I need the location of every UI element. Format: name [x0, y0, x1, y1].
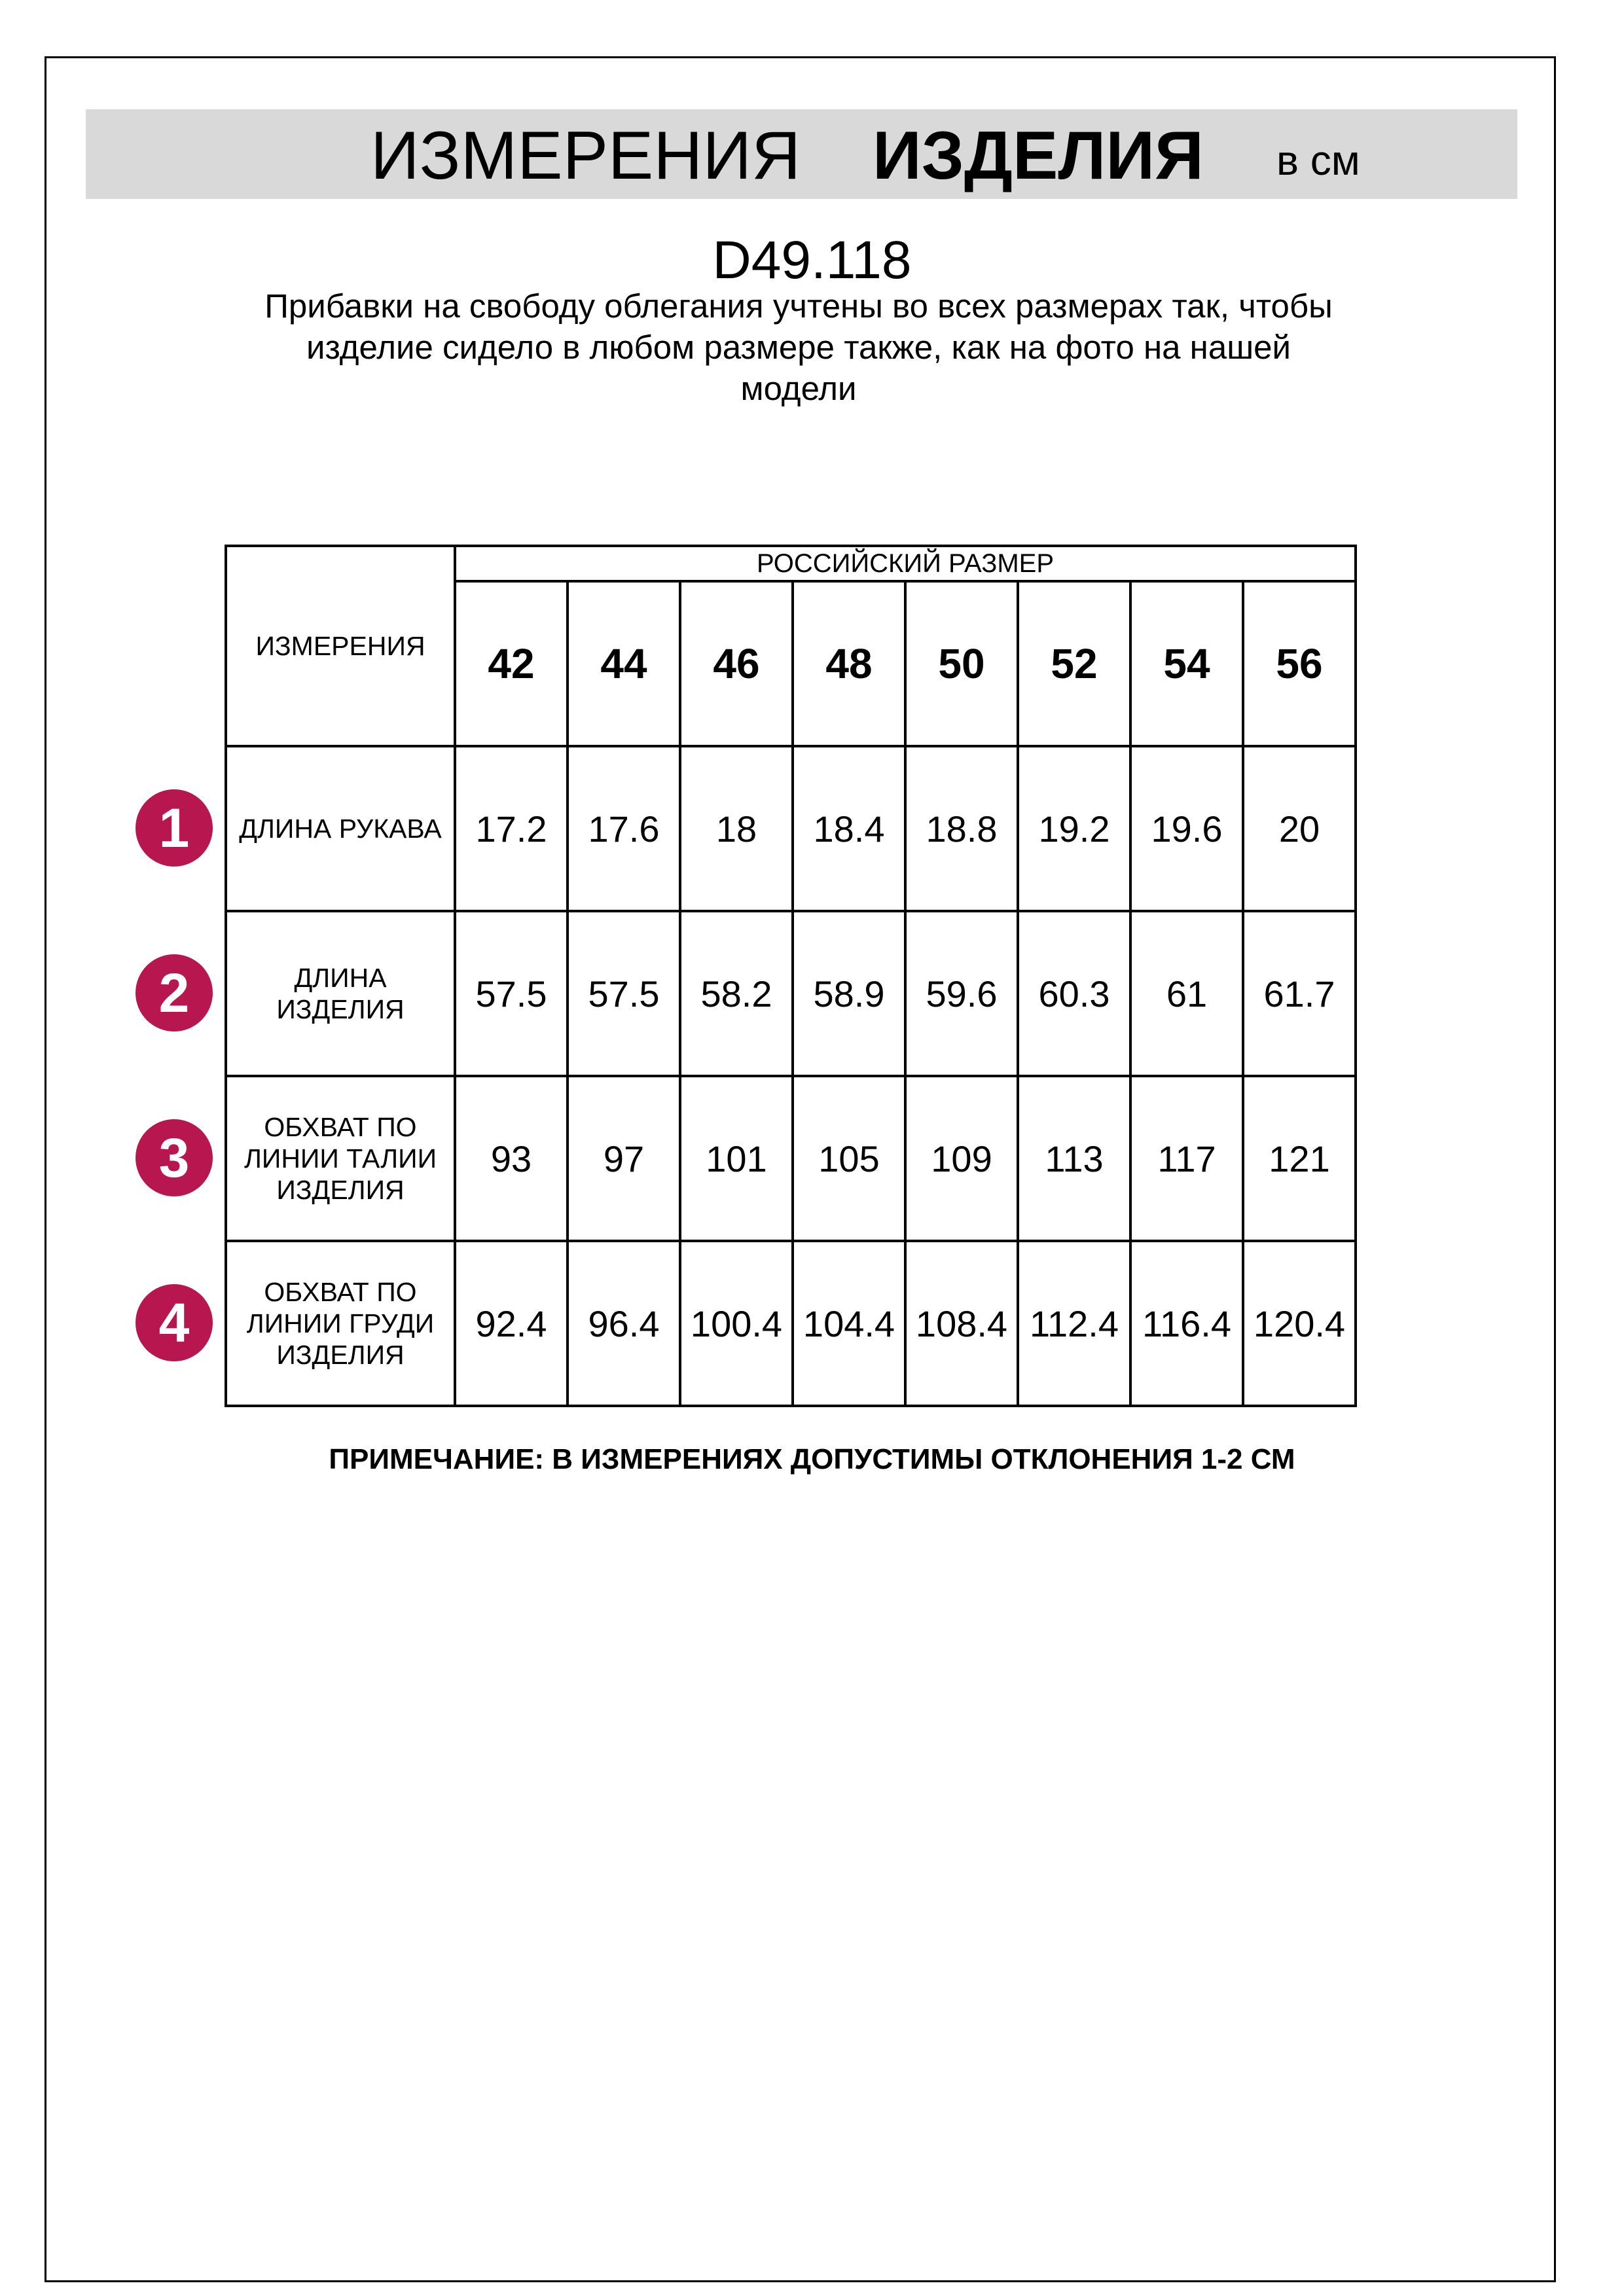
value-cell: 57.5 [566, 910, 681, 1077]
measurement-label: ДЛИНА РУКАВА [225, 745, 456, 912]
value-cell: 61.7 [1242, 910, 1357, 1077]
value-cell: 96.4 [566, 1240, 681, 1407]
product-code: D49.118 [712, 230, 912, 290]
value-cell: 17.2 [454, 745, 569, 912]
value-cell: 58.2 [679, 910, 794, 1077]
value-cell: 59.6 [904, 910, 1019, 1077]
table-row: ОБХВАТ ПО ЛИНИИ ГРУДИ ИЗДЕЛИЯ 92.4 96.4 100… [225, 1240, 1357, 1407]
value-cell: 108.4 [904, 1240, 1019, 1407]
value-cell: 109 [904, 1075, 1019, 1242]
measurement-label: ОБХВАТ ПО ЛИНИИ ТАЛИИ ИЗДЕЛИЯ [225, 1075, 456, 1242]
measurements-header: ИЗМЕРЕНИЯ [225, 545, 456, 747]
size-header-42: 42 [454, 580, 569, 747]
value-cell: 60.3 [1017, 910, 1132, 1077]
note: ПРИМЕЧАНИЕ: В ИЗМЕРЕНИЯХ ДОПУСТИМЫ ОТКЛО… [329, 1443, 1295, 1475]
row-number-badge: 4 [135, 1284, 213, 1361]
size-group-header: РОССИЙСКИЙ РАЗМЕР [454, 545, 1357, 583]
value-cell: 97 [566, 1075, 681, 1242]
header-row-group: ИЗМЕРЕНИЯ РОССИЙСКИЙ РАЗМЕР [225, 545, 1357, 747]
table-row: ДЛИНА РУКАВА 17.2 17.6 18 18.4 18.8 19.2 19.6 20 [225, 745, 1357, 912]
title-unit: в см [1276, 137, 1360, 184]
value-cell: 57.5 [454, 910, 569, 1077]
value-cell: 18 [679, 745, 794, 912]
value-cell: 92.4 [454, 1240, 569, 1407]
value-cell: 121 [1242, 1075, 1357, 1242]
value-cell: 104.4 [791, 1240, 907, 1407]
title-band [86, 109, 1517, 199]
size-table: ИЗМЕРЕНИЯ РОССИЙСКИЙ РАЗМЕР 42 44 46 48 50 52… [225, 545, 1357, 1407]
sizes-row: 42 44 46 48 50 52 54 56 [226, 580, 1357, 747]
value-cell: 17.6 [566, 745, 681, 912]
measurement-label: ДЛИНА ИЗДЕЛИЯ [225, 910, 456, 1077]
title-bold: ИЗДЕЛИЯ [873, 118, 1204, 194]
size-header-46: 46 [679, 580, 794, 747]
value-cell: 100.4 [679, 1240, 794, 1407]
row-number-badge: 3 [135, 1119, 213, 1196]
value-cell: 113 [1017, 1075, 1132, 1242]
value-cell: 58.9 [791, 910, 907, 1077]
value-cell: 20 [1242, 745, 1357, 912]
page-frame [45, 56, 1556, 2282]
size-header-52: 52 [1017, 580, 1132, 747]
value-cell: 120.4 [1242, 1240, 1357, 1407]
value-cell: 18.4 [791, 745, 907, 912]
value-cell: 105 [791, 1075, 907, 1242]
value-cell: 117 [1129, 1075, 1244, 1242]
size-header-44: 44 [566, 580, 681, 747]
size-header-50: 50 [904, 580, 1019, 747]
size-header-56: 56 [1242, 580, 1357, 747]
size-header-54: 54 [1129, 580, 1244, 747]
value-cell: 19.2 [1017, 745, 1132, 912]
value-cell: 19.6 [1129, 745, 1244, 912]
value-cell: 116.4 [1129, 1240, 1244, 1407]
row-number-badge: 2 [135, 954, 213, 1031]
value-cell: 61 [1129, 910, 1244, 1077]
value-cell: 18.8 [904, 745, 1019, 912]
value-cell: 93 [454, 1075, 569, 1242]
size-header-48: 48 [791, 580, 907, 747]
value-cell: 101 [679, 1075, 794, 1242]
measurement-label: ОБХВАТ ПО ЛИНИИ ГРУДИ ИЗДЕЛИЯ [225, 1240, 456, 1407]
fit-description: Прибавки на свободу облегания учтены во … [264, 287, 1333, 407]
table-row: ОБХВАТ ПО ЛИНИИ ТАЛИИ ИЗДЕЛИЯ 93 97 101 105 1… [225, 1075, 1357, 1242]
table-row: ДЛИНА ИЗДЕЛИЯ 57.5 57.5 58.2 58.9 59.6 60.3 61 6… [225, 910, 1357, 1077]
title-regular: ИЗМЕРЕНИЯ [370, 118, 801, 194]
row-number-badge: 1 [135, 789, 213, 867]
value-cell: 112.4 [1017, 1240, 1132, 1407]
